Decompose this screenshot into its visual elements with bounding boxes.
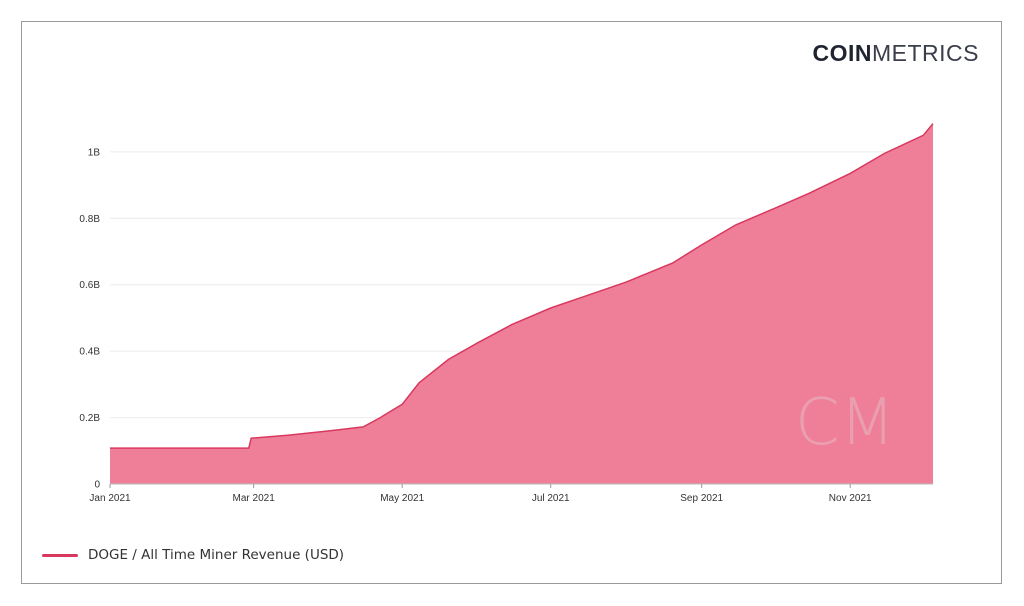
y-tick-label: 0.8B bbox=[79, 214, 100, 225]
legend-swatch bbox=[42, 553, 78, 557]
cm-watermark: CM bbox=[795, 386, 895, 460]
x-tick-label: Jan 2021 bbox=[89, 493, 131, 504]
area-chart: CM 0 0.2B 0.4B 0.6B 0.8B 1B Jan 2021 Mar 2021 M… bbox=[79, 123, 934, 504]
series-area-fill bbox=[110, 123, 933, 484]
x-axis-ticks: Jan 2021 Mar 2021 May 2021 Jul 2021 Sep 2021… bbox=[89, 484, 872, 504]
y-tick-label: 0.6B bbox=[79, 280, 100, 291]
series-line bbox=[110, 123, 934, 449]
legend-label: DOGE / All Time Miner Revenue (USD) bbox=[88, 547, 345, 563]
y-tick-label: 0.4B bbox=[79, 347, 100, 358]
coinmetrics-logo: COINMETRICS bbox=[813, 40, 980, 67]
chart-frame: COINMETRICS CM 0 0.2B 0.4B 0.6B 0.8B 1B Jan 2… bbox=[21, 21, 1002, 584]
brand-light-text: METRICS bbox=[872, 40, 979, 66]
x-tick-label: Nov 2021 bbox=[829, 493, 872, 504]
x-tick-label: Mar 2021 bbox=[233, 493, 276, 504]
x-tick-label: Sep 2021 bbox=[680, 493, 723, 504]
y-tick-label: 0 bbox=[94, 480, 100, 491]
y-tick-label: 0.2B bbox=[79, 413, 100, 424]
x-tick-label: Jul 2021 bbox=[532, 493, 570, 504]
x-tick-label: May 2021 bbox=[380, 493, 424, 504]
chart-legend[interactable]: DOGE / All Time Miner Revenue (USD) bbox=[42, 547, 344, 563]
y-tick-label: 1B bbox=[88, 147, 101, 158]
y-axis-ticks: 0 0.2B 0.4B 0.6B 0.8B 1B bbox=[79, 147, 100, 490]
brand-bold-text: COIN bbox=[812, 40, 872, 66]
